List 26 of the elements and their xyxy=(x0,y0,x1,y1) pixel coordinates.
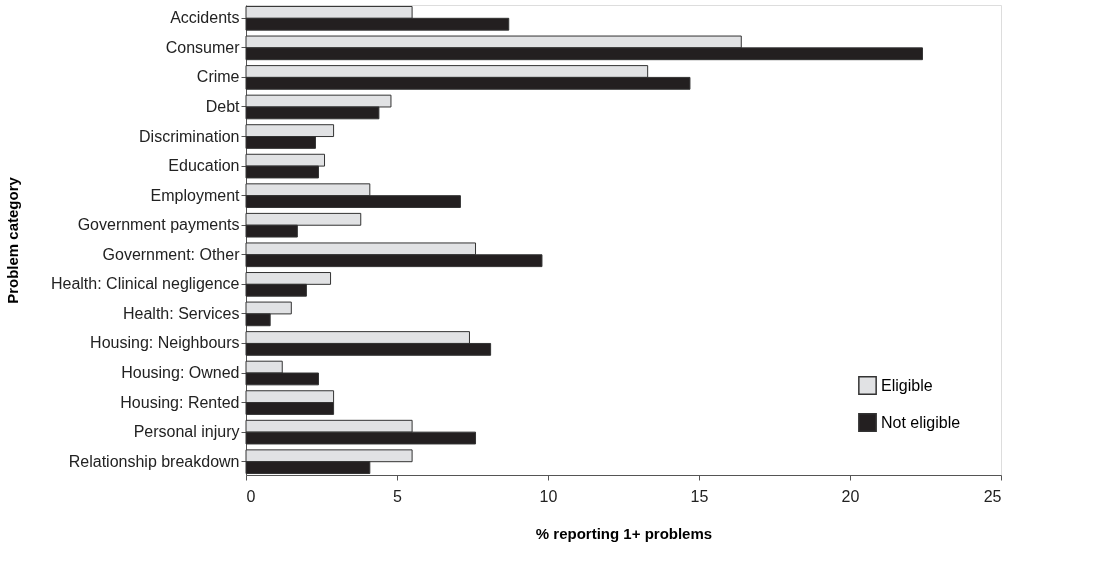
legend-label: Not eligible xyxy=(881,413,961,431)
y-tick-label: Health: Clinical negligence xyxy=(50,275,240,293)
y-tick-label: Accidents xyxy=(170,9,240,27)
y-tick-label: Debt xyxy=(205,97,241,115)
y-tick-label: Housing: Owned xyxy=(121,364,240,382)
y-tick-label: Personal injury xyxy=(133,423,240,441)
y-tick-label: Housing: Rented xyxy=(120,393,240,411)
y-tick-label: Education xyxy=(168,157,240,175)
x-axis-title: % reporting 1+ problems xyxy=(535,524,713,542)
y-tick-label: Relationship breakdown xyxy=(68,452,240,470)
y-tick-label: Housing: Neighbours xyxy=(90,334,240,352)
y-tick-label: Employment xyxy=(150,186,241,204)
y-axis-title: Problem category xyxy=(3,176,21,304)
x-tick-label: 25 xyxy=(983,487,1002,505)
y-tick-label: Discrimination xyxy=(139,127,240,145)
x-tick-label: 5 xyxy=(393,487,403,505)
x-tick-label: 20 xyxy=(841,487,860,505)
x-tick-label: 15 xyxy=(690,487,709,505)
y-tick-label: Government payments xyxy=(77,216,240,234)
legend-label: Eligible xyxy=(881,376,933,394)
x-tick-label: 10 xyxy=(539,487,558,505)
x-tick-label: 0 xyxy=(246,487,256,505)
y-tick-label: Government: Other xyxy=(102,245,241,263)
y-tick-label: Health: Services xyxy=(123,304,240,322)
y-tick-label: Consumer xyxy=(165,38,241,56)
y-tick-label: Crime xyxy=(196,68,240,86)
